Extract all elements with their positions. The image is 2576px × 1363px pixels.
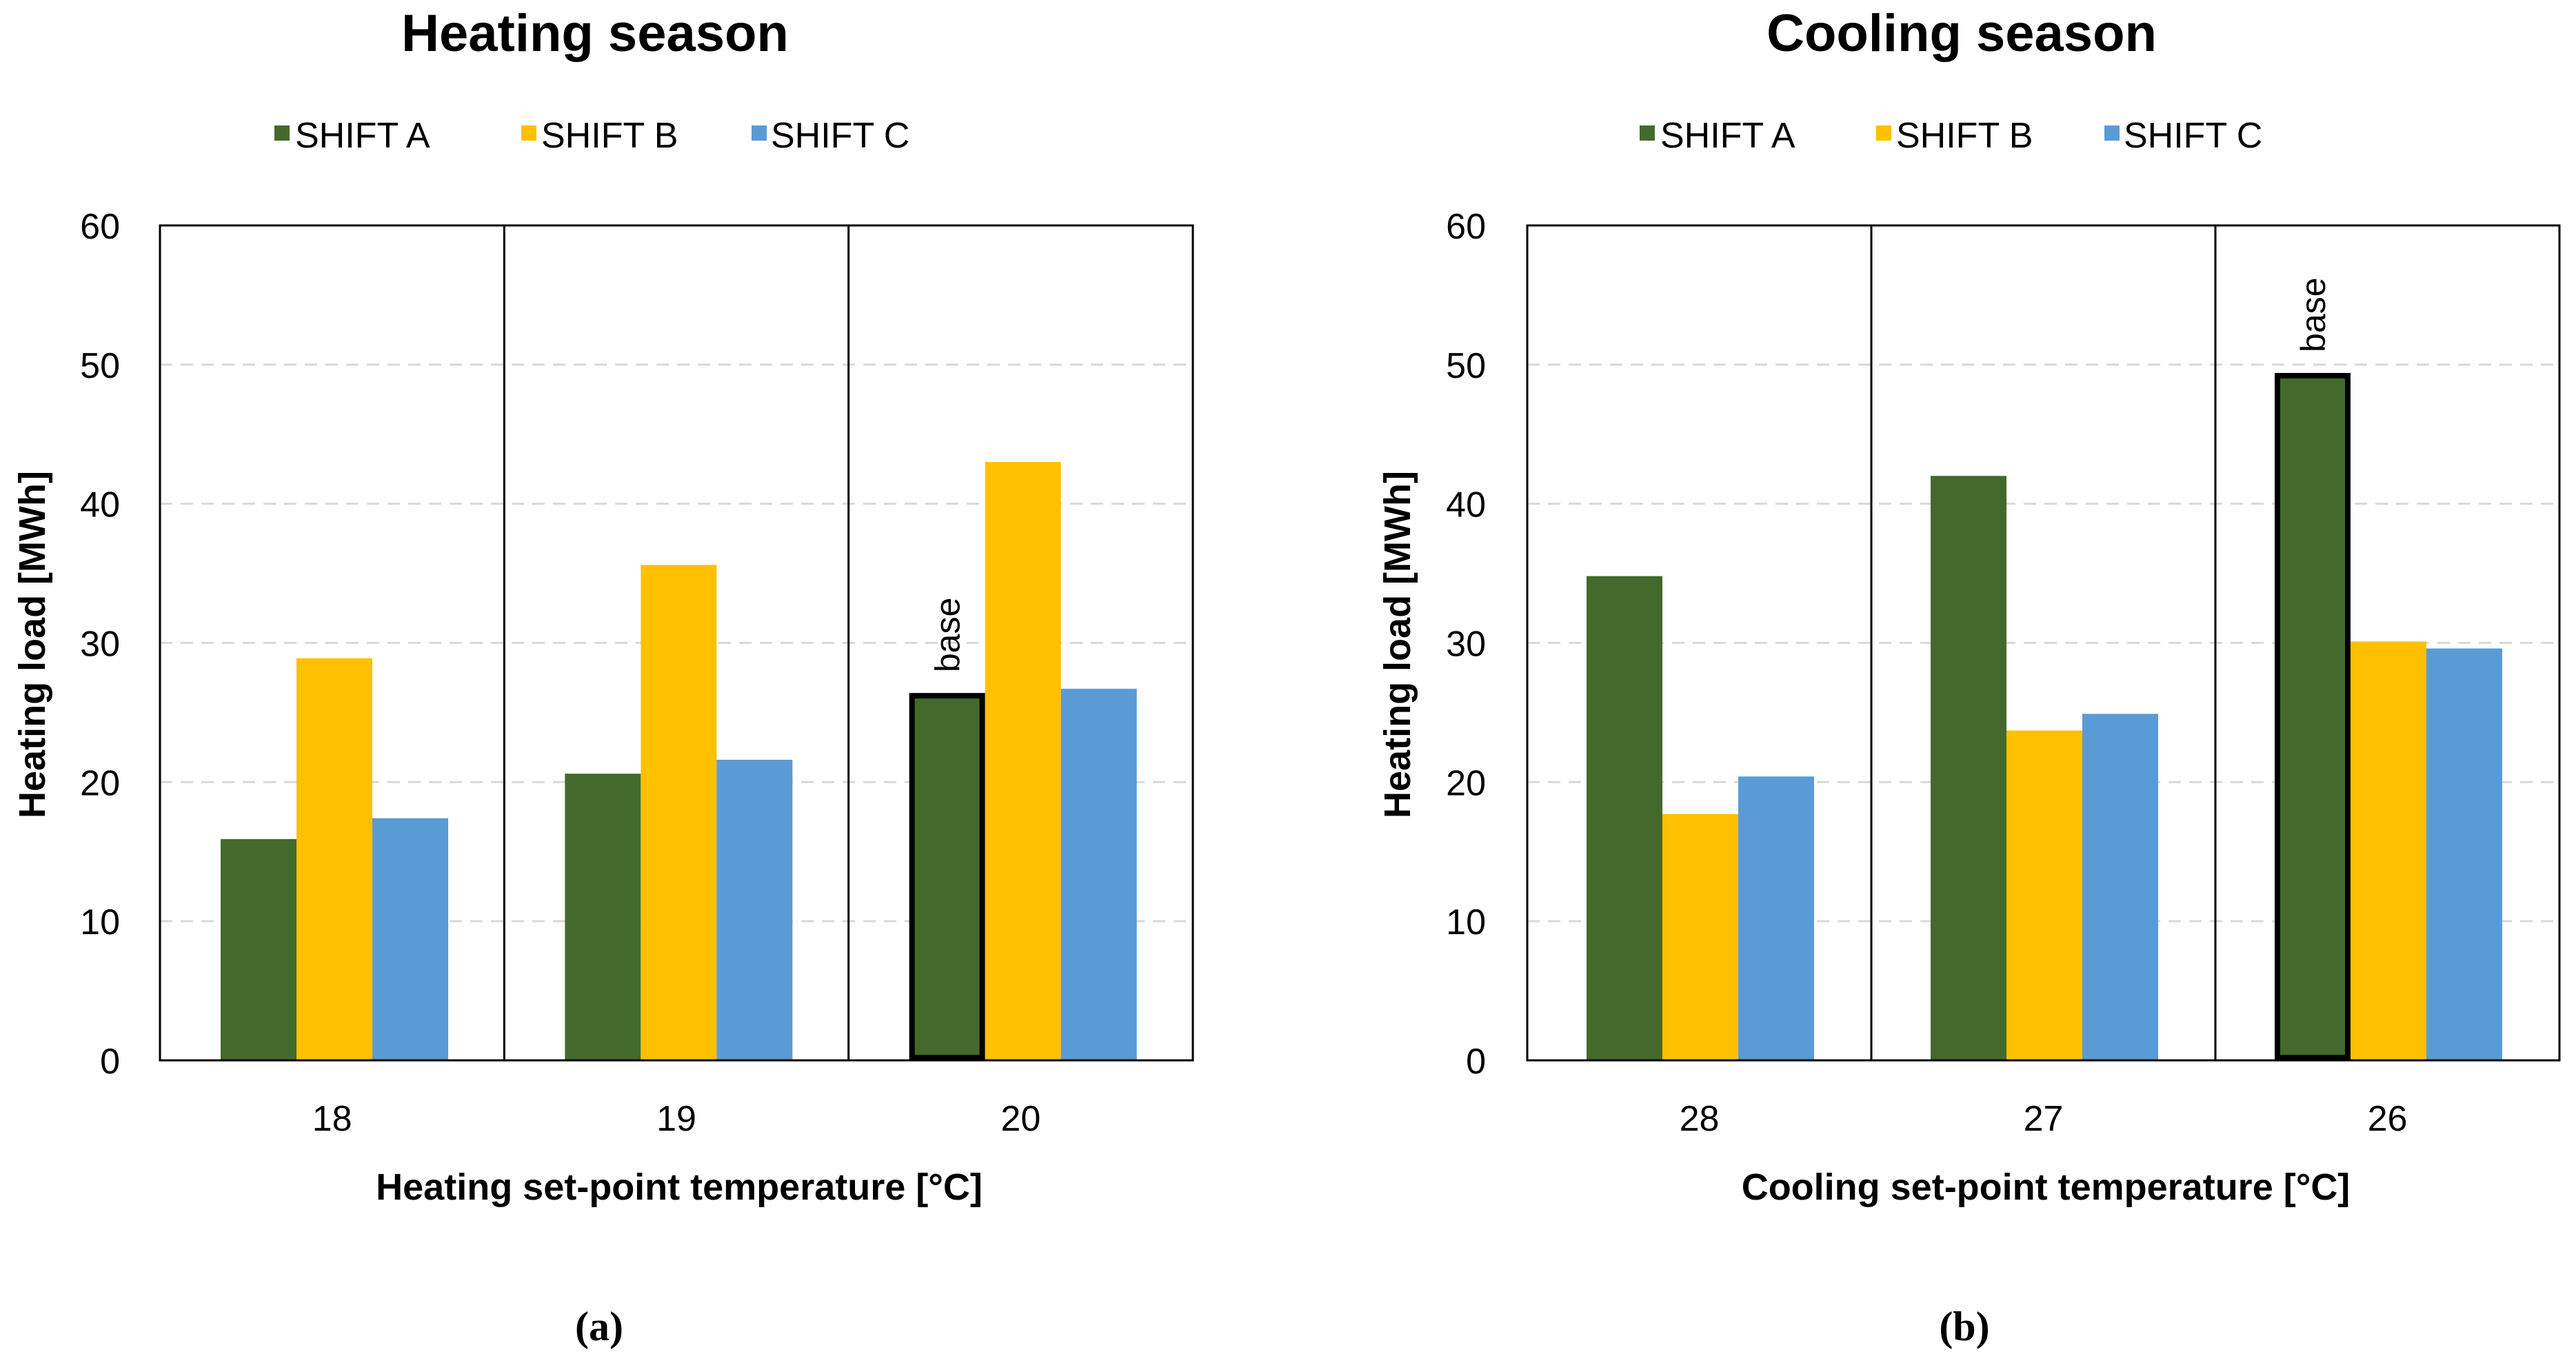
panel-caption: (b) xyxy=(1939,1304,1989,1349)
y-tick-label: 20 xyxy=(1446,763,1486,803)
y-tick-label: 30 xyxy=(80,625,120,665)
y-tick-label: 40 xyxy=(80,485,120,525)
legend-swatch-shift-a xyxy=(274,125,290,141)
chart-heating-season: Heating season SHIFT A SHIFT B SHIFT C 0… xyxy=(12,4,1194,1349)
legend-label-shift-c: SHIFT C xyxy=(2124,116,2262,156)
y-tick-label: 50 xyxy=(1446,346,1486,386)
x-axis-label: Heating set-point temperature [°C] xyxy=(376,1167,983,1208)
chart-title: Heating season xyxy=(401,4,789,63)
y-tick-label: 10 xyxy=(1446,902,1486,942)
legend-swatch-shift-b xyxy=(1876,125,1891,141)
bar-shift-c-28 xyxy=(1738,776,1814,1060)
x-tick-label: 26 xyxy=(2368,1099,2408,1139)
chart-title: Cooling season xyxy=(1767,4,2157,63)
bar-shift-c-19 xyxy=(716,760,793,1060)
x-tick-label: 27 xyxy=(2024,1099,2064,1139)
annotation-base: base xyxy=(929,598,967,672)
y-axis-label: Heating load [MWh] xyxy=(12,471,53,818)
annotation-base: base xyxy=(2294,278,2333,352)
plot-border xyxy=(159,224,1194,1062)
bar-shift-a-20 xyxy=(909,693,985,1060)
bar-shift-a-28 xyxy=(1587,576,1662,1060)
bar-shift-b-27 xyxy=(2006,730,2082,1060)
legend-swatch-shift-a xyxy=(1640,125,1655,141)
bar-shift-b-18 xyxy=(296,658,372,1060)
y-tick-label: 50 xyxy=(80,346,120,386)
y-tick-label: 0 xyxy=(100,1042,120,1082)
legend: SHIFT A SHIFT B SHIFT C xyxy=(274,116,909,156)
legend-swatch-shift-b xyxy=(521,125,536,141)
bar-shift-b-28 xyxy=(1662,814,1738,1060)
x-tick-label: 18 xyxy=(312,1099,352,1139)
plot-area: 0 10 20 30 40 50 60 28 27 26 base xyxy=(1446,207,2561,1139)
bar-shift-c-26 xyxy=(2426,648,2502,1060)
bar-shift-c-27 xyxy=(2082,714,2158,1060)
x-axis-label: Cooling set-point temperature [°C] xyxy=(1742,1167,2351,1208)
plot-border xyxy=(1526,224,2561,1062)
bar-shift-c-18 xyxy=(372,818,448,1060)
x-tick-label: 20 xyxy=(1000,1099,1040,1139)
y-tick-label: 0 xyxy=(1466,1042,1486,1082)
panel-caption: (a) xyxy=(575,1304,623,1349)
bar-shift-a-19 xyxy=(565,774,641,1060)
y-tick-label: 60 xyxy=(80,207,120,247)
y-tick-label: 40 xyxy=(1446,485,1486,525)
legend-swatch-shift-c xyxy=(2104,125,2120,141)
bar-shift-a-26 xyxy=(2275,372,2351,1060)
bar-shift-b-20 xyxy=(985,462,1061,1060)
bar-shift-b-26 xyxy=(2351,641,2426,1060)
y-tick-label: 10 xyxy=(80,902,120,942)
x-tick-label: 19 xyxy=(656,1099,696,1139)
bar-shift-a-27 xyxy=(1931,476,2006,1060)
legend-label-shift-b: SHIFT B xyxy=(1896,116,2033,156)
legend-swatch-shift-c xyxy=(752,125,767,141)
legend-label-shift-a: SHIFT A xyxy=(295,116,430,156)
y-tick-label: 20 xyxy=(80,763,120,803)
bar-shift-c-20 xyxy=(1060,689,1137,1060)
y-tick-label: 60 xyxy=(1446,207,1486,247)
bar-shift-b-19 xyxy=(641,565,717,1060)
legend-label-shift-a: SHIFT A xyxy=(1660,116,1795,156)
plot-area: 0 10 20 30 40 50 60 18 19 20 base xyxy=(80,207,1194,1139)
y-tick-label: 30 xyxy=(1446,625,1486,665)
chart-cooling-season: Cooling season SHIFT A SHIFT B SHIFT C 0… xyxy=(1377,4,2561,1349)
legend-label-shift-b: SHIFT B xyxy=(541,116,678,156)
legend: SHIFT A SHIFT B SHIFT C xyxy=(1640,116,2262,156)
legend-label-shift-c: SHIFT C xyxy=(771,116,909,156)
y-axis-label: Heating load [MWh] xyxy=(1377,471,1418,818)
bar-shift-a-18 xyxy=(221,839,296,1060)
x-tick-label: 28 xyxy=(1680,1099,1720,1139)
